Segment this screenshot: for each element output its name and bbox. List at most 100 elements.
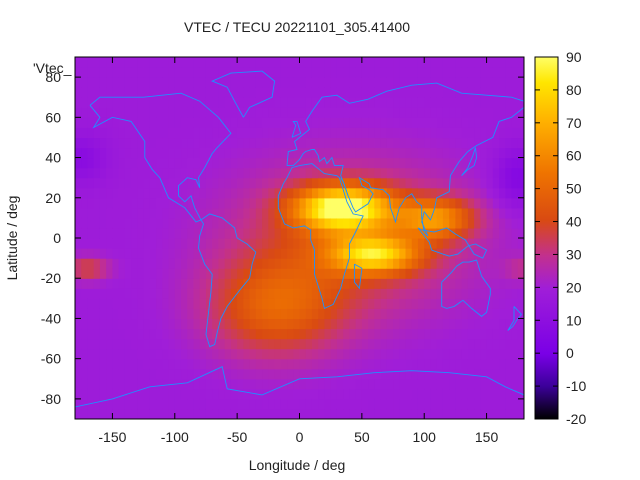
heatmap-cell bbox=[380, 157, 388, 169]
heatmap-cell bbox=[243, 268, 251, 279]
heatmap-cell bbox=[511, 187, 519, 199]
heatmap-cell bbox=[499, 238, 506, 249]
heatmap-cell bbox=[162, 137, 170, 149]
heatmap-cell bbox=[430, 348, 438, 360]
heatmap-cell bbox=[81, 388, 89, 400]
heatmap-cell bbox=[467, 107, 475, 118]
heatmap-cell bbox=[436, 187, 444, 199]
heatmap-cell bbox=[380, 298, 388, 309]
heatmap-cell bbox=[511, 117, 519, 128]
heatmap-cell bbox=[205, 268, 213, 279]
heatmap-cell bbox=[199, 378, 207, 390]
heatmap-cell bbox=[399, 137, 407, 149]
heatmap-cell bbox=[249, 217, 257, 229]
heatmap-cell bbox=[93, 207, 101, 219]
heatmap-cell bbox=[137, 87, 145, 98]
heatmap-cell bbox=[455, 288, 463, 299]
heatmap-cell bbox=[237, 278, 244, 289]
heatmap-cell bbox=[386, 248, 394, 259]
heatmap-cell bbox=[405, 238, 413, 249]
heatmap-cell bbox=[81, 298, 89, 309]
heatmap-cell bbox=[461, 87, 469, 98]
heatmap-cell bbox=[106, 298, 114, 309]
heatmap-cell bbox=[355, 398, 363, 410]
heatmap-cell bbox=[243, 368, 251, 380]
heatmap-cell bbox=[517, 398, 524, 410]
heatmap-cell bbox=[106, 398, 114, 410]
heatmap-cell bbox=[318, 348, 326, 360]
heatmap-cell bbox=[474, 278, 481, 289]
heatmap-cell bbox=[218, 258, 226, 269]
heatmap-cell bbox=[149, 278, 157, 289]
heatmap-cell bbox=[343, 87, 350, 98]
heatmap-cell bbox=[455, 378, 463, 390]
heatmap-cell bbox=[349, 67, 357, 78]
heatmap-cell bbox=[442, 258, 450, 269]
heatmap-cell bbox=[131, 227, 138, 239]
heatmap-cell bbox=[205, 177, 213, 189]
heatmap-cell bbox=[293, 187, 301, 199]
heatmap-cell bbox=[368, 77, 375, 88]
heatmap-cell bbox=[124, 258, 132, 269]
heatmap-cell bbox=[262, 338, 269, 350]
heatmap-cell bbox=[343, 77, 350, 88]
heatmap-cell bbox=[230, 87, 238, 98]
heatmap-cell bbox=[143, 308, 151, 320]
heatmap-cell bbox=[311, 147, 319, 159]
heatmap-cell bbox=[149, 388, 157, 400]
heatmap-cell bbox=[156, 268, 163, 279]
heatmap-cell bbox=[187, 167, 195, 179]
heatmap-cell bbox=[274, 348, 282, 360]
heatmap-cell bbox=[124, 207, 132, 219]
heatmap-cell bbox=[511, 217, 519, 229]
heatmap-cell bbox=[224, 67, 232, 78]
heatmap-cell bbox=[436, 227, 444, 239]
heatmap-cell bbox=[368, 127, 375, 139]
heatmap-cell bbox=[237, 348, 244, 360]
heatmap-cell bbox=[424, 187, 432, 199]
heatmap-cell bbox=[218, 408, 226, 419]
heatmap-cell bbox=[349, 197, 357, 209]
heatmap-cell bbox=[174, 388, 182, 400]
heatmap-cell bbox=[424, 268, 432, 279]
heatmap-cell bbox=[149, 408, 157, 419]
heatmap-cell bbox=[162, 348, 170, 360]
heatmap-cell bbox=[193, 107, 201, 118]
heatmap-cell bbox=[318, 258, 326, 269]
heatmap-cell bbox=[336, 137, 344, 149]
heatmap-cell bbox=[193, 97, 201, 108]
heatmap-cell bbox=[374, 288, 382, 299]
heatmap-cell bbox=[149, 137, 157, 149]
heatmap-cell bbox=[318, 97, 326, 108]
heatmap-cell bbox=[374, 197, 382, 209]
colorbar bbox=[534, 56, 559, 420]
heatmap-cell bbox=[293, 147, 301, 159]
heatmap-cell bbox=[205, 398, 213, 410]
heatmap-cell bbox=[112, 368, 120, 380]
heatmap-cell bbox=[212, 318, 220, 330]
heatmap-cell bbox=[386, 187, 394, 199]
heatmap-cell bbox=[181, 137, 188, 149]
heatmap-cell bbox=[193, 207, 201, 219]
heatmap-cell bbox=[287, 197, 294, 209]
heatmap-cell bbox=[193, 77, 201, 88]
heatmap-cell bbox=[181, 107, 188, 118]
heatmap-cell bbox=[499, 318, 506, 330]
heatmap-cell bbox=[230, 157, 238, 169]
heatmap-cell bbox=[399, 398, 407, 410]
heatmap-cell bbox=[405, 378, 413, 390]
heatmap-cell bbox=[368, 87, 375, 98]
heatmap-cell bbox=[330, 117, 338, 128]
heatmap-cell bbox=[336, 197, 344, 209]
heatmap-cell bbox=[249, 197, 257, 209]
heatmap-cell bbox=[318, 318, 326, 330]
heatmap-cell bbox=[287, 328, 294, 340]
heatmap-cell bbox=[162, 177, 170, 189]
heatmap-cell bbox=[386, 388, 394, 400]
heatmap-cell bbox=[499, 258, 506, 269]
heatmap-cell bbox=[174, 87, 182, 98]
heatmap-cell bbox=[399, 298, 407, 309]
heatmap-cell bbox=[349, 227, 357, 239]
heatmap-cell bbox=[143, 137, 151, 149]
